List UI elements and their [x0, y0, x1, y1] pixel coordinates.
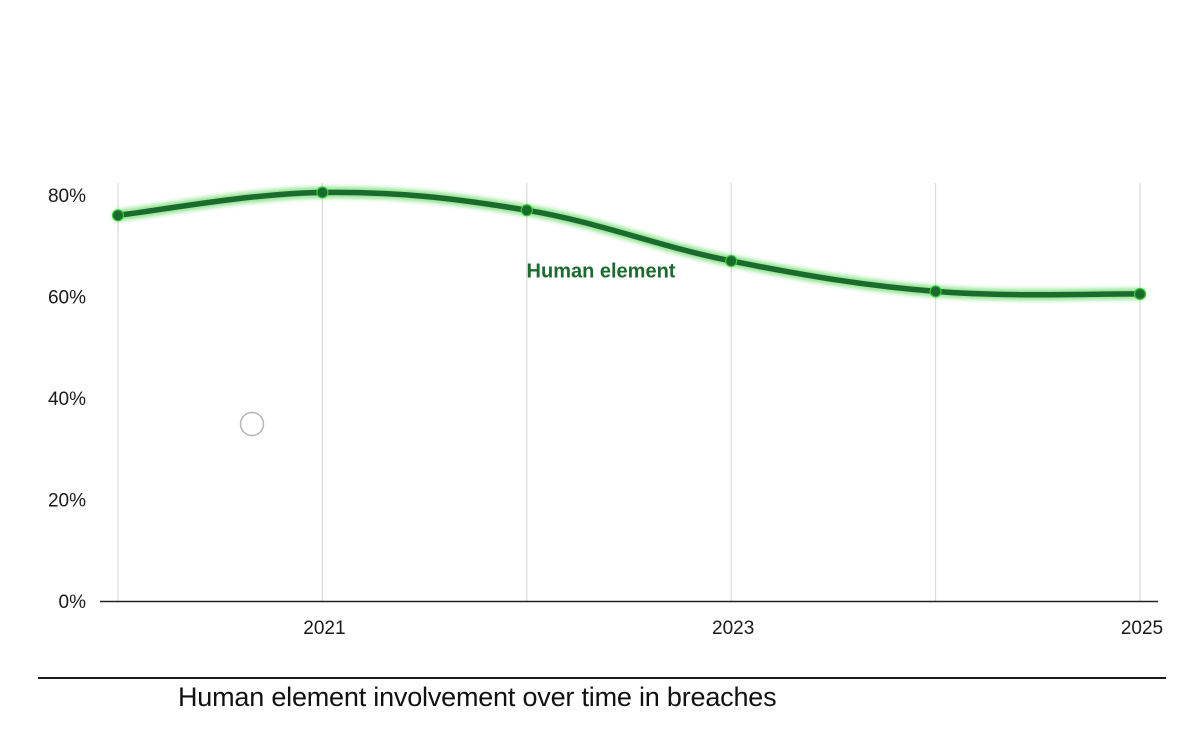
- x-tick-label: 2021: [303, 618, 345, 639]
- gridlines: [117, 183, 1141, 601]
- caption-divider: [38, 677, 1166, 679]
- data-point: [316, 186, 329, 199]
- y-tick-label: 20%: [48, 491, 86, 512]
- data-point: [111, 209, 125, 222]
- chart-caption: Human element involvement over time in b…: [178, 682, 777, 712]
- data-point: [929, 285, 942, 298]
- x-tick-label: 2023: [712, 618, 754, 639]
- y-tick-label: 80%: [48, 186, 86, 207]
- data-point: [520, 204, 533, 217]
- x-tick-label: 2025: [1121, 618, 1163, 639]
- y-tick-label: 0%: [59, 592, 87, 613]
- x-axis-ticks: 2021 2023 2025: [303, 618, 1163, 639]
- y-tick-label: 60%: [48, 288, 86, 309]
- series-layer: Human element: [111, 186, 1147, 301]
- data-point: [1133, 287, 1147, 301]
- series-line: [115, 189, 1143, 298]
- y-axis-ticks: 0% 20% 40% 60% 80%: [48, 186, 86, 613]
- series-label: Human element: [527, 261, 676, 283]
- data-point: [725, 254, 738, 268]
- y-tick-label: 40%: [48, 389, 86, 410]
- cursor-circle-icon: [239, 411, 265, 437]
